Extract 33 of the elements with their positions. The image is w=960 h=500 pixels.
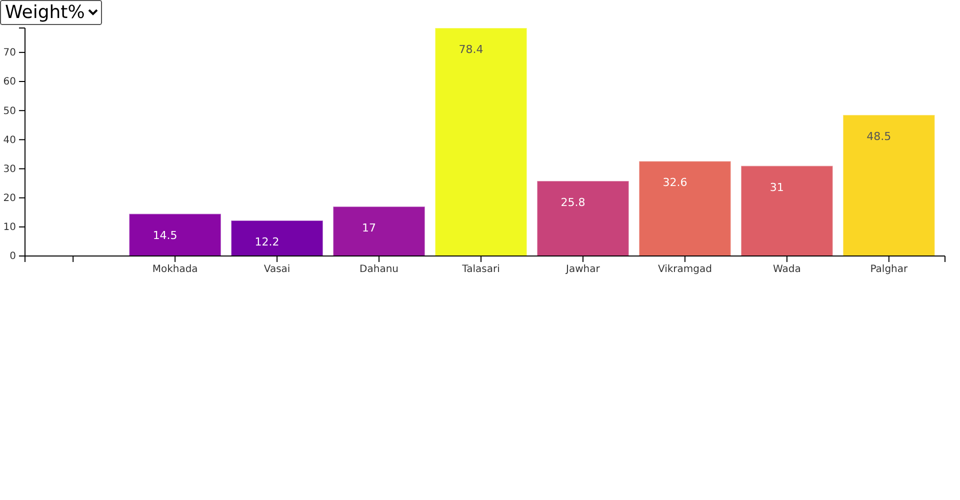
x-tick-label: Vasai <box>264 264 290 275</box>
x-tick-label: Talasari <box>461 264 500 275</box>
data-label: 78.4 <box>458 43 484 56</box>
x-tick-label: Jawhar <box>565 264 601 275</box>
y-tick-label: 60 <box>3 76 16 88</box>
bar <box>842 114 936 256</box>
y-tick-label: 30 <box>3 164 16 175</box>
data-label: 31 <box>770 180 784 194</box>
data-label: 25.8 <box>560 196 586 209</box>
data-label: 32.6 <box>662 176 688 190</box>
y-tick-label: 10 <box>3 222 16 234</box>
x-tick-label: Dahanu <box>360 264 399 275</box>
bar <box>740 165 834 256</box>
data-label: 14.5 <box>152 228 178 242</box>
bar <box>230 220 324 256</box>
bar <box>128 213 222 256</box>
bar <box>332 206 426 256</box>
bar <box>434 28 528 256</box>
data-label: 12.2 <box>254 236 280 249</box>
data-label: 17 <box>362 222 376 235</box>
y-tick-label: 0 <box>10 251 16 262</box>
x-tick-label: Palghar <box>870 264 908 275</box>
bar <box>536 180 630 256</box>
bar <box>638 160 732 256</box>
x-tick-label: Wada <box>773 264 801 275</box>
y-tick-label: 70 <box>3 48 16 59</box>
y-tick-label: 40 <box>3 134 16 146</box>
y-tick-label: 20 <box>3 193 16 204</box>
y-tick-label: 50 <box>3 106 16 117</box>
data-label: 48.5 <box>866 130 892 143</box>
x-tick-label: Mokhada <box>152 264 198 275</box>
x-tick-label: Vikramgad <box>658 264 712 275</box>
measure-dropdown: Weight% <box>0 0 102 25</box>
